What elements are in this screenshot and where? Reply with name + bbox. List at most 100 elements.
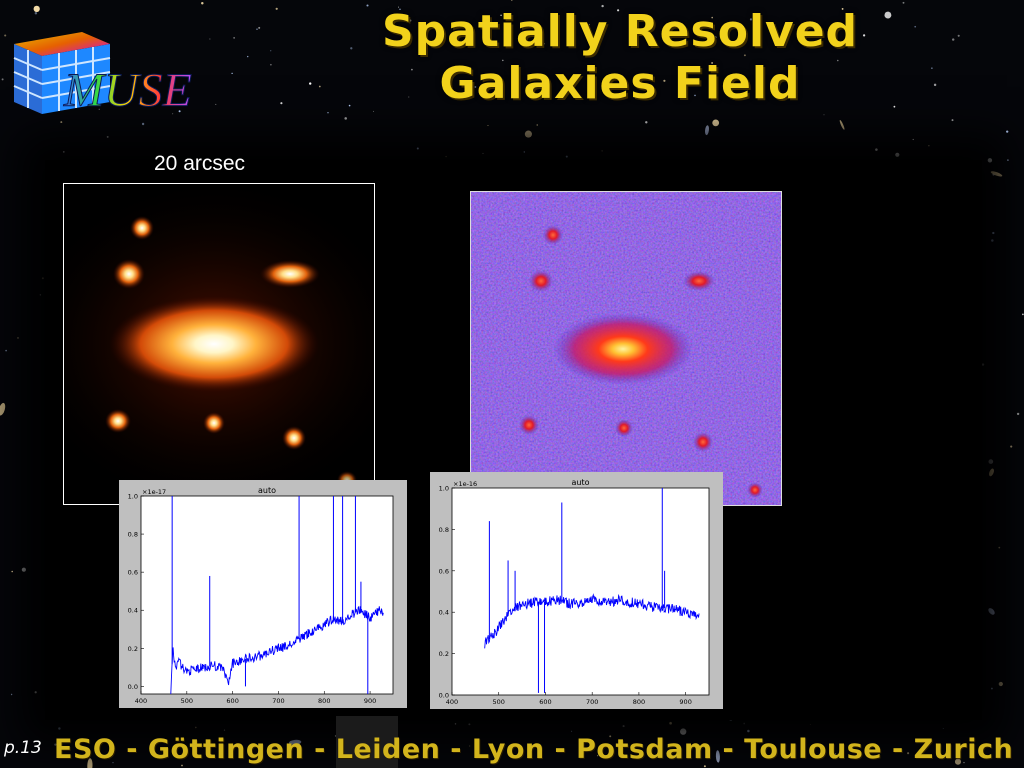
star <box>601 150 603 152</box>
page-number: p.13 <box>4 738 42 758</box>
star <box>445 155 447 158</box>
background-galaxy <box>990 171 1003 177</box>
star <box>951 119 954 122</box>
star <box>609 735 612 738</box>
footer-partners: ESO - Göttingen - Leiden - Lyon - Potsda… <box>54 734 1014 765</box>
star <box>373 110 374 112</box>
x-tick-label: 800 <box>318 697 330 705</box>
x-tick-label: 500 <box>493 698 505 706</box>
star <box>348 104 351 107</box>
star <box>684 73 688 77</box>
star <box>663 79 666 82</box>
galaxy-blob <box>282 426 306 450</box>
x-tick-label: 700 <box>272 697 284 705</box>
star <box>41 277 44 280</box>
star <box>942 727 944 730</box>
x-tick-label: 800 <box>633 698 645 706</box>
star <box>912 138 914 141</box>
spectrum-plot-1: auto ×1e-17 400 500 600 700 800 900 0.0 0.2 0.4 0.6… <box>119 480 407 708</box>
scale-exponent: ×1e-16 <box>453 480 477 488</box>
x-tick-label: 600 <box>539 698 551 706</box>
star <box>181 764 183 767</box>
scale-exponent: ×1e-17 <box>142 488 166 496</box>
star <box>884 11 892 19</box>
star <box>411 68 413 71</box>
x-tick-label: 500 <box>181 697 193 705</box>
star <box>141 122 145 126</box>
star <box>399 8 401 11</box>
x-tick-label: 700 <box>586 698 598 706</box>
logo-cube-icon <box>13 32 111 114</box>
star <box>454 723 457 725</box>
star <box>33 5 40 13</box>
star <box>500 14 502 17</box>
star <box>931 67 933 69</box>
star <box>711 16 713 19</box>
star <box>201 1 204 5</box>
star <box>275 7 278 10</box>
star <box>703 765 706 768</box>
star <box>34 12 38 15</box>
star <box>215 103 217 105</box>
star <box>474 86 477 88</box>
x-tick-label: 400 <box>135 697 147 705</box>
star <box>565 155 568 158</box>
background-galaxy <box>988 608 995 615</box>
star <box>1010 445 1013 448</box>
simulated-field-svg <box>64 184 374 504</box>
simulated-field-image <box>63 183 375 505</box>
x-tick-label: 900 <box>364 697 376 705</box>
star <box>34 691 37 694</box>
title-line-1: Spatially Resolved <box>381 6 859 57</box>
y-tick-label: 0.4 <box>128 607 138 615</box>
star <box>10 693 13 696</box>
star <box>712 119 720 127</box>
star <box>502 59 504 62</box>
star <box>469 745 471 747</box>
star <box>669 721 672 725</box>
y-tick-label: 0.2 <box>439 650 449 658</box>
star <box>408 96 410 98</box>
x-tick-label: 400 <box>446 698 458 706</box>
star <box>366 4 369 7</box>
star <box>743 722 746 725</box>
star <box>443 84 446 87</box>
star <box>992 231 995 235</box>
star <box>749 18 753 21</box>
star <box>954 758 962 765</box>
star <box>112 762 114 764</box>
galaxy-blob <box>203 412 225 434</box>
chart-title: auto <box>571 478 589 487</box>
star <box>350 47 353 50</box>
background-galaxy <box>87 758 93 768</box>
star <box>21 567 26 572</box>
plot-area <box>140 495 394 695</box>
galaxy-blob <box>519 415 539 435</box>
star <box>617 9 620 12</box>
galaxy-blob <box>105 409 131 433</box>
star <box>62 151 65 153</box>
y-tick-label: 1.0 <box>439 485 449 493</box>
star <box>998 681 1003 687</box>
star <box>270 63 272 66</box>
star <box>223 729 226 731</box>
plot-area <box>451 487 710 696</box>
y-tick-label: 1.0 <box>128 493 138 501</box>
star <box>823 114 825 116</box>
star <box>231 72 233 75</box>
star <box>195 726 197 729</box>
star <box>714 36 717 39</box>
star <box>991 239 994 242</box>
star <box>895 152 900 157</box>
star <box>420 46 423 48</box>
star <box>589 24 590 26</box>
star <box>837 59 839 62</box>
star <box>952 38 955 41</box>
star <box>58 727 61 730</box>
star <box>622 725 625 728</box>
star <box>409 19 412 22</box>
y-tick-label: 0.6 <box>439 567 449 575</box>
star <box>571 730 573 732</box>
star <box>747 729 750 733</box>
star <box>398 6 399 8</box>
